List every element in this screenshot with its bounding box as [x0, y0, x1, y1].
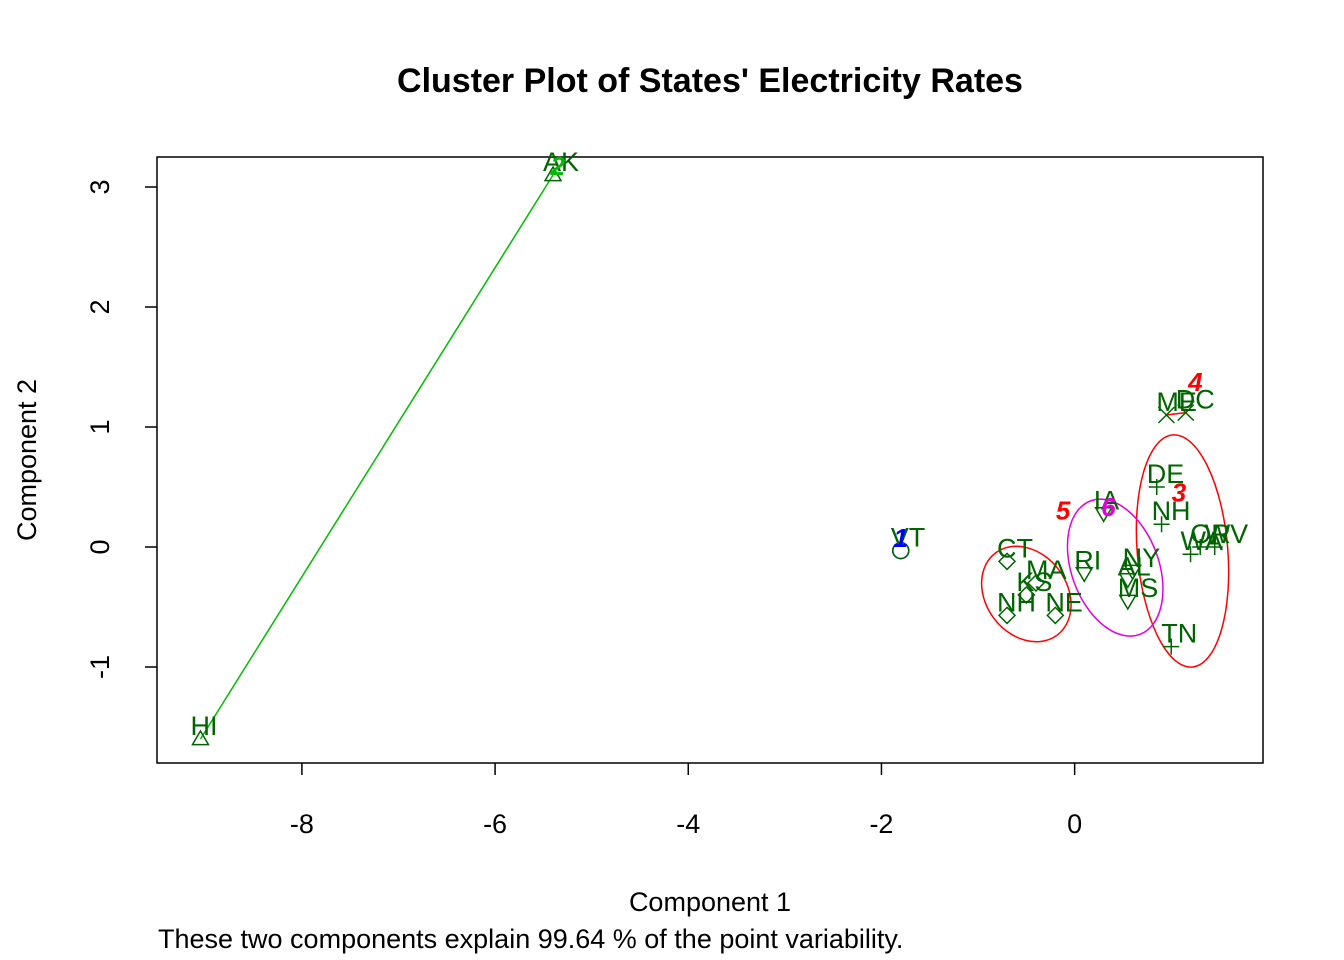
point-marker	[1118, 573, 1138, 589]
data-point-nh: NH	[997, 587, 1036, 625]
point-label: VT	[891, 523, 926, 553]
point-label: AL	[1118, 551, 1151, 581]
cluster-number-5: 5	[1056, 495, 1071, 525]
cluster-number-2: 2	[550, 151, 566, 181]
point-marker	[892, 541, 910, 560]
data-point-hi: HI	[190, 711, 217, 746]
point-label: WA	[1181, 526, 1224, 556]
data-point-ri: RI	[1074, 545, 1101, 583]
cluster-number-6: 6	[1101, 492, 1116, 522]
y-axis-label: Component 2	[12, 379, 42, 541]
point-marker	[1118, 594, 1138, 611]
point-marker	[1157, 406, 1175, 424]
point-label: CT	[997, 533, 1033, 563]
data-point-ma: MA	[1026, 555, 1067, 593]
cluster-labels: 1 2 3 4 5 6	[550, 151, 1204, 553]
data-point-de: DE	[1147, 459, 1185, 495]
cluster-ellipse-2	[199, 174, 554, 740]
point-label: HI	[190, 711, 217, 741]
point-label: ME	[1156, 387, 1197, 417]
chart-title: Cluster Plot of States' Electricity Rate…	[397, 62, 1023, 100]
point-marker	[1074, 567, 1094, 583]
cluster-ellipse-5	[980, 545, 1072, 643]
point-marker	[1177, 404, 1195, 422]
cluster-ellipse-6	[1066, 498, 1164, 637]
point-label: RI	[1074, 545, 1101, 575]
data-point-dc: DC	[1176, 385, 1215, 422]
point-marker	[1026, 573, 1046, 593]
plot-frame	[156, 156, 1264, 764]
point-label: NE	[1045, 587, 1083, 617]
data-point-ne: NE	[1045, 587, 1083, 625]
data-point-ak: AK	[543, 147, 579, 182]
point-marker	[1206, 539, 1223, 555]
y-tick-label: -1	[85, 655, 115, 679]
point-marker	[997, 606, 1017, 625]
data-point-ms: MS	[1118, 573, 1159, 611]
y-tick-label: 0	[85, 539, 115, 554]
cluster-number-1: 1	[894, 523, 908, 553]
point-label: MA	[1026, 555, 1067, 585]
point-marker	[1148, 479, 1165, 495]
point-marker	[1163, 638, 1180, 655]
data-point-or: OR	[1190, 519, 1231, 555]
point-label: OR	[1190, 519, 1231, 549]
point-label: TN	[1161, 619, 1197, 649]
point-label: KS	[1016, 567, 1052, 597]
y-tick-label: 3	[85, 179, 115, 194]
data-point-ny: NY	[1123, 543, 1161, 581]
point-marker	[1153, 516, 1170, 533]
cluster-number-4: 4	[1187, 367, 1203, 397]
point-marker	[1017, 585, 1036, 605]
point-label: DE	[1147, 459, 1185, 489]
cluster-ellipses	[199, 174, 1230, 740]
cluster-number-3: 3	[1172, 477, 1187, 507]
point-label: WV	[1205, 519, 1249, 549]
data-point-vt: VT	[891, 523, 926, 560]
y-tick-label: 1	[85, 419, 115, 434]
axis-ticks: -8 -6 -4 -2 0 -1 0 1 2 3	[85, 179, 1082, 839]
point-label: NY	[1123, 543, 1161, 573]
data-point-ks: KS	[1016, 567, 1052, 605]
x-tick-label: 0	[1067, 809, 1082, 839]
x-tick-label: -4	[676, 809, 700, 839]
cluster-ellipse-3	[1135, 434, 1230, 668]
point-label: MS	[1118, 573, 1159, 603]
data-point-al: AL	[1118, 551, 1151, 589]
data-point-wa: WA	[1181, 526, 1224, 563]
x-axis-label: Component 1	[629, 887, 791, 917]
data-point-ct: CT	[997, 533, 1033, 571]
data-point-nh: NH	[1152, 496, 1191, 533]
variance-caption: These two components explain 99.64 % of …	[158, 924, 903, 954]
data-point-me: ME	[1156, 387, 1197, 424]
x-tick-label: -6	[483, 809, 507, 839]
y-tick-label: 2	[85, 299, 115, 314]
data-point-ia: IA	[1094, 485, 1120, 523]
point-marker	[191, 729, 210, 746]
point-marker	[1182, 546, 1199, 563]
point-label: DC	[1176, 385, 1215, 415]
point-marker	[1123, 564, 1142, 581]
x-tick-label: -2	[869, 809, 893, 839]
point-marker	[1046, 606, 1065, 625]
point-marker	[1192, 539, 1209, 555]
point-marker	[997, 552, 1017, 571]
point-label: IA	[1094, 485, 1120, 515]
point-label: NH	[997, 587, 1036, 617]
data-point-wv: WV	[1205, 519, 1249, 555]
point-label: AK	[543, 147, 579, 177]
x-tick-label: -8	[290, 809, 314, 839]
cluster-ellipse-4	[1166, 411, 1186, 416]
point-label: NH	[1152, 496, 1191, 526]
point-marker	[1094, 507, 1113, 523]
data-point-tn: TN	[1161, 619, 1197, 655]
point-marker	[543, 165, 563, 182]
